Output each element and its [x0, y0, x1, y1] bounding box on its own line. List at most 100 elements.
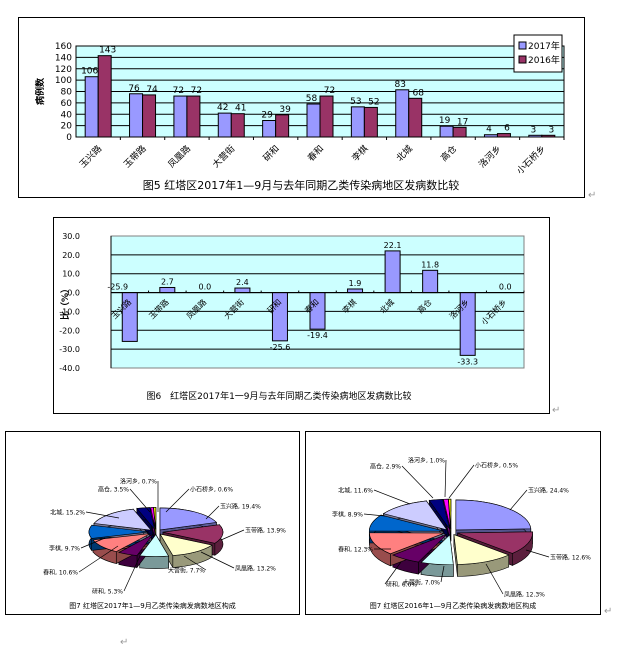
data-label: 1.9 [349, 279, 362, 288]
bar-2016年 [142, 94, 157, 138]
figure-7-2016-pie: 玉兴路, 24.4% 玉带路, 12.6% 凤凰路, 12.3% 大营街, 7.0% 研… [305, 431, 601, 615]
data-label: 3 [548, 125, 554, 135]
bar-2017年 [483, 134, 498, 138]
pie-label: 北城, 15.2% [50, 509, 85, 517]
x-category-label: 春和 [305, 143, 326, 164]
y-tick-label: 120 [55, 65, 72, 75]
pie-label: 大营街, 7.0% [403, 579, 440, 587]
fig7b-plot: 玉兴路, 24.4% 玉带路, 12.6% 凤凰路, 12.3% 大营街, 7.0%研… [332, 457, 591, 611]
data-label: -19.4 [307, 331, 328, 340]
pie-slice-李棋 [88, 524, 150, 539]
paragraph-mark: ↵ [604, 606, 613, 617]
pie-slice-小石桥乡 [448, 498, 452, 530]
bar-change [384, 250, 401, 294]
bar-2016年 [186, 95, 201, 138]
data-label: 29 [261, 111, 273, 121]
pie-slice-研和 [118, 534, 154, 556]
pie-label: 大营街, 7.7% [168, 567, 205, 575]
data-label: 22.1 [384, 241, 402, 250]
x-category-label: 研和 [261, 143, 282, 164]
pie-label: 玉兴路, 24.4% [528, 487, 569, 495]
pie-slice-春和 [92, 533, 151, 552]
data-label: 2.4 [236, 278, 249, 287]
figure-7-2017-pie: 玉兴路, 19.4% 玉带路, 13.9% 凤凰路, 13.2% 大营街, 7.7% 研… [5, 431, 300, 615]
figure-5-chart: 0 20 40 60 80 100 120 140 160 病例数 106 143 玉兴路 76 74 玉带路… [18, 17, 585, 198]
pie-slice-大营街 [139, 534, 170, 557]
x-category-label: 凤凰路 [165, 143, 193, 171]
bar-2016年 [452, 126, 467, 138]
data-label: 83 [395, 80, 406, 90]
pie-slice-玉带路 [457, 531, 533, 554]
bar-2016年 [408, 97, 423, 138]
data-label: 17 [457, 117, 468, 127]
pie-slice-研和 [392, 534, 448, 563]
paragraph-mark: ↵ [120, 637, 129, 648]
data-label: 4 [486, 125, 492, 135]
pie-slice-春和 [369, 532, 445, 555]
bar-2017年 [395, 89, 410, 138]
bar-2017年 [217, 112, 232, 138]
y-tick-label: 0.0 [67, 289, 80, 298]
y-tick-label: 100 [55, 76, 72, 86]
chart-title: 图5 红塔区2017年1—9月与去年同期乙类传染病地区发病数比较 [143, 178, 460, 192]
pie-slice-北城 [382, 500, 448, 531]
x-category-label: 玉带路 [121, 143, 149, 171]
y-tick-label: -20.0 [59, 326, 80, 335]
pie-label: 春和, 12.3% [338, 546, 373, 554]
data-label: 19 [439, 116, 451, 126]
chart-title: 图7 红塔区2017年1—9月乙类传染病发病数地区构成 [69, 601, 235, 610]
data-label: 76 [128, 84, 140, 94]
y-tick-label: -30.0 [59, 345, 80, 354]
y-tick-label: 0 [66, 133, 72, 143]
data-label: 106 [81, 67, 98, 77]
y-tick-label: -40.0 [59, 364, 80, 373]
paragraph-mark: ↵ [552, 405, 561, 416]
y-tick-label: 10.0 [62, 270, 80, 279]
bar-2016年 [496, 133, 511, 138]
pie-label: 洛河乡, 0.7% [120, 478, 157, 486]
data-label: 74 [146, 85, 158, 95]
pie-slice-高仓 [136, 507, 155, 530]
data-label: 11.8 [421, 260, 439, 269]
bar-2016年 [319, 95, 334, 138]
pie-slice-李棋 [368, 514, 445, 532]
pie-slice-高仓 [428, 499, 451, 530]
fig7a-plot: 玉兴路, 19.4% 玉带路, 13.9% 凤凰路, 13.2% 大营街, 7.7% 研… [43, 478, 286, 611]
pie-label: 李棋, 8.9% [332, 511, 363, 519]
data-label: 52 [368, 97, 379, 107]
y-tick-label: 20 [61, 122, 73, 132]
pie-label: 小石桥乡, 0.6% [190, 486, 233, 494]
y-tick-label: 40 [61, 110, 73, 120]
y-axis-label: 比（%） [59, 284, 71, 320]
pie-label: 高仓, 2.9% [370, 463, 401, 471]
y-tick-label: 140 [55, 53, 72, 63]
bar-2016年 [275, 114, 290, 138]
pie-slice-凤凰路 [453, 534, 510, 565]
pie-slice-凤凰路 [159, 533, 213, 556]
bar-2016年 [97, 55, 112, 138]
x-category-label: 李棋 [349, 143, 370, 164]
bar-2017年 [528, 134, 543, 138]
x-category-label: 玉兴路 [77, 143, 105, 171]
data-label: 68 [413, 88, 425, 98]
chart-title: 图6 红塔区2017年1一9月与去年同期乙类传染病地区发病数比较 [146, 390, 411, 402]
y-tick-label: 20.0 [62, 251, 80, 260]
bar-2016年 [230, 113, 245, 138]
data-label: 72 [324, 86, 335, 96]
pie-label: 凤凰路, 13.2% [235, 565, 276, 573]
data-label: 0.0 [198, 283, 211, 292]
bar-2016年 [541, 134, 556, 138]
bar-change [234, 287, 251, 294]
y-tick-label: -10.0 [59, 307, 80, 316]
data-label: 3 [530, 125, 536, 135]
data-label: 42 [217, 103, 228, 113]
fig6-plot: 30.0 20.0 10.0 0.0 -10.0 -20.0 -30.0 -40.0 比（%） -… [59, 232, 525, 402]
y-axis-label: 病例数 [34, 77, 46, 105]
data-label: -25.9 [107, 283, 128, 292]
pie-label: 高仓, 3.5% [98, 486, 129, 494]
figure-6-chart: 30.0 20.0 10.0 0.0 -10.0 -20.0 -30.0 -40.0 比（%） -… [53, 217, 550, 414]
pie-slice-小石桥乡 [153, 507, 157, 530]
pie-slice-玉兴路 [159, 507, 218, 531]
data-label: 2.7 [161, 277, 174, 286]
